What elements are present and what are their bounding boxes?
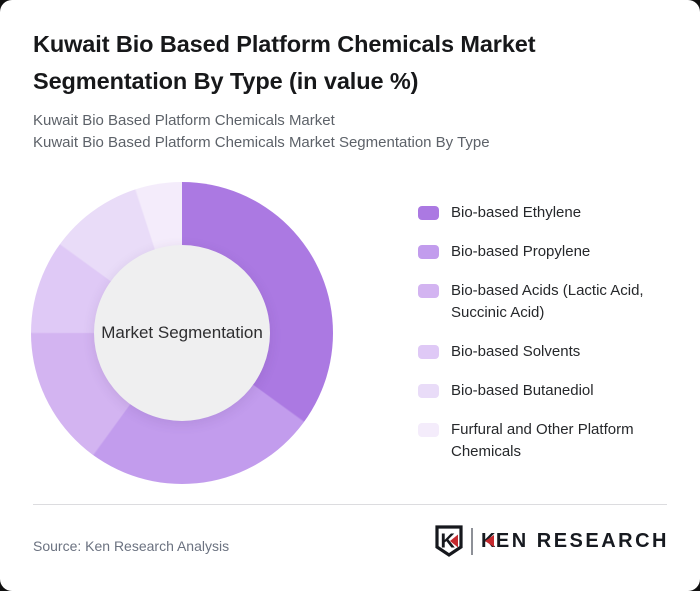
page-title-line-1: Kuwait Bio Based Platform Chemicals Mark… — [33, 31, 536, 57]
shield-red-triangle-icon — [449, 534, 458, 548]
subtitle-line-1: Kuwait Bio Based Platform Chemicals Mark… — [33, 112, 335, 129]
legend-label: Furfural and Other Platform Chemicals — [451, 421, 634, 460]
legend-item: Bio-based Butanediol — [418, 380, 674, 402]
footer-divider — [33, 504, 667, 505]
legend-item: Bio-based Solvents — [418, 341, 674, 363]
shield-letter: K — [440, 531, 455, 553]
legend-swatch — [418, 245, 439, 259]
legend-label: Bio-based Ethylene — [451, 204, 582, 221]
legend-label: Bio-based Butanediol — [451, 382, 594, 399]
logo-divider — [470, 527, 473, 555]
donut-chart: Market Segmentation — [31, 182, 333, 484]
donut-center-label: Market Segmentation — [101, 323, 263, 342]
legend-item: Bio-based Acids (Lactic Acid, Succinic A… — [418, 280, 674, 324]
ken-research-logo: K KEN RESEARCH — [435, 525, 669, 557]
page-title: Kuwait Bio Based Platform Chemicals Mark… — [33, 26, 633, 100]
legend-swatch — [418, 384, 439, 398]
legend-label: Bio-based Acids (Lactic Acid, Succinic A… — [451, 282, 644, 321]
subtitle-line-2: Kuwait Bio Based Platform Chemicals Mark… — [33, 134, 490, 151]
page-title-line-2: Segmentation By Type (in value %) — [33, 68, 419, 94]
legend-swatch — [418, 206, 439, 220]
legend-item: Furfural and Other Platform Chemicals — [418, 419, 674, 463]
legend-item: Bio-based Ethylene — [418, 202, 674, 224]
legend-swatch — [418, 345, 439, 359]
legend-item: Bio-based Propylene — [418, 241, 674, 263]
red-triangle-icon — [484, 534, 494, 547]
legend-label: Bio-based Solvents — [451, 343, 581, 360]
source-text: Source: Ken Research Analysis — [33, 538, 230, 554]
logo-wordmark: KEN RESEARCH — [481, 530, 669, 553]
ken-shield-icon: K — [435, 525, 463, 557]
legend-swatch — [418, 423, 439, 437]
donut-center: Market Segmentation — [94, 245, 270, 421]
chart-legend: Bio-based Ethylene Bio-based Propylene Bio… — [418, 202, 674, 463]
legend-swatch — [418, 284, 439, 298]
logo-text-rest: EN RESEARCH — [495, 529, 669, 552]
legend-label: Bio-based Propylene — [451, 243, 591, 260]
